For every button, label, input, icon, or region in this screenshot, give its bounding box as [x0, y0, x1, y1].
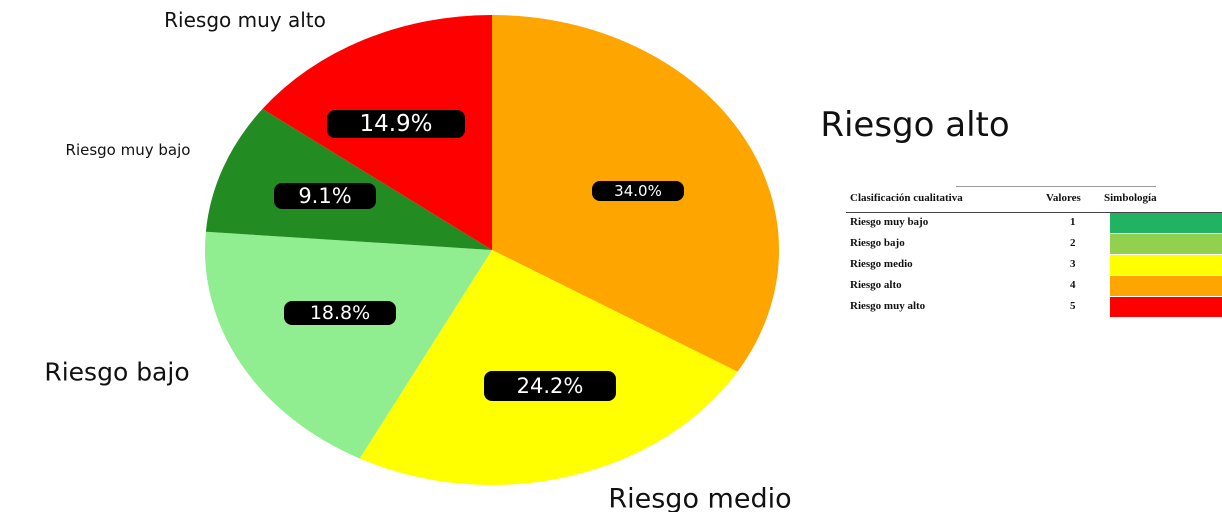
data-label-box: [274, 183, 376, 209]
legend-header-symbol: Simbología: [1104, 192, 1157, 204]
data-label: 14.9%: [359, 111, 432, 137]
legend-table: Clasificación cualitativa Valores Simbol…: [846, 186, 1222, 318]
legend-row: Riesgo alto 4: [846, 276, 1222, 297]
legend-row-value: 3: [1070, 258, 1076, 270]
legend-swatch: [1110, 255, 1222, 275]
legend-row-label: Riesgo bajo: [850, 237, 905, 249]
legend-swatch: [1110, 276, 1222, 296]
slice-name-label: Riesgo bajo: [44, 358, 189, 387]
pie-slice-riesgo-bajo: [204, 231, 492, 459]
legend-row-label: Riesgo muy alto: [850, 300, 926, 312]
slice-name-label: Riesgo medio: [608, 484, 791, 512]
data-label-box: [327, 110, 465, 138]
legend-row: Riesgo muy alto 5: [846, 297, 1222, 318]
data-label: 18.8%: [310, 302, 370, 324]
legend-row: Riesgo bajo 2: [846, 234, 1222, 255]
data-label-box: [484, 371, 616, 401]
legend-row-value: 5: [1070, 300, 1076, 312]
slice-name-label: Riesgo alto: [820, 105, 1009, 145]
data-label-box: [284, 301, 396, 325]
legend-header: Clasificación cualitativa Valores Simbol…: [846, 186, 1222, 213]
slice-name-label: Riesgo muy alto: [164, 8, 326, 32]
legend-row-value: 4: [1070, 279, 1076, 291]
slice-name-label: Riesgo muy bajo: [66, 141, 191, 159]
legend-header-classification: Clasificación cualitativa: [850, 192, 963, 204]
data-label: 34.0%: [614, 182, 662, 200]
pie-slice-riesgo-muy-bajo: [205, 108, 492, 250]
legend-swatch: [1110, 213, 1222, 233]
legend-row-label: Riesgo muy bajo: [850, 216, 929, 228]
legend-row-value: 2: [1070, 237, 1076, 249]
legend-swatch: [1110, 297, 1222, 317]
legend-top-rule: [956, 186, 1156, 187]
data-label-box: [592, 181, 684, 201]
legend-header-values: Valores: [1046, 192, 1081, 204]
data-label: 9.1%: [298, 184, 351, 208]
pie-slice-riesgo-medio: [359, 250, 738, 486]
data-label: 24.2%: [517, 374, 584, 398]
legend-row: Riesgo muy bajo 1: [846, 213, 1222, 234]
legend-row-value: 1: [1070, 216, 1076, 228]
legend-row-label: Riesgo medio: [850, 258, 913, 270]
legend-swatch: [1110, 234, 1222, 254]
legend-row-label: Riesgo alto: [850, 279, 902, 291]
legend-row: Riesgo medio 3: [846, 255, 1222, 276]
